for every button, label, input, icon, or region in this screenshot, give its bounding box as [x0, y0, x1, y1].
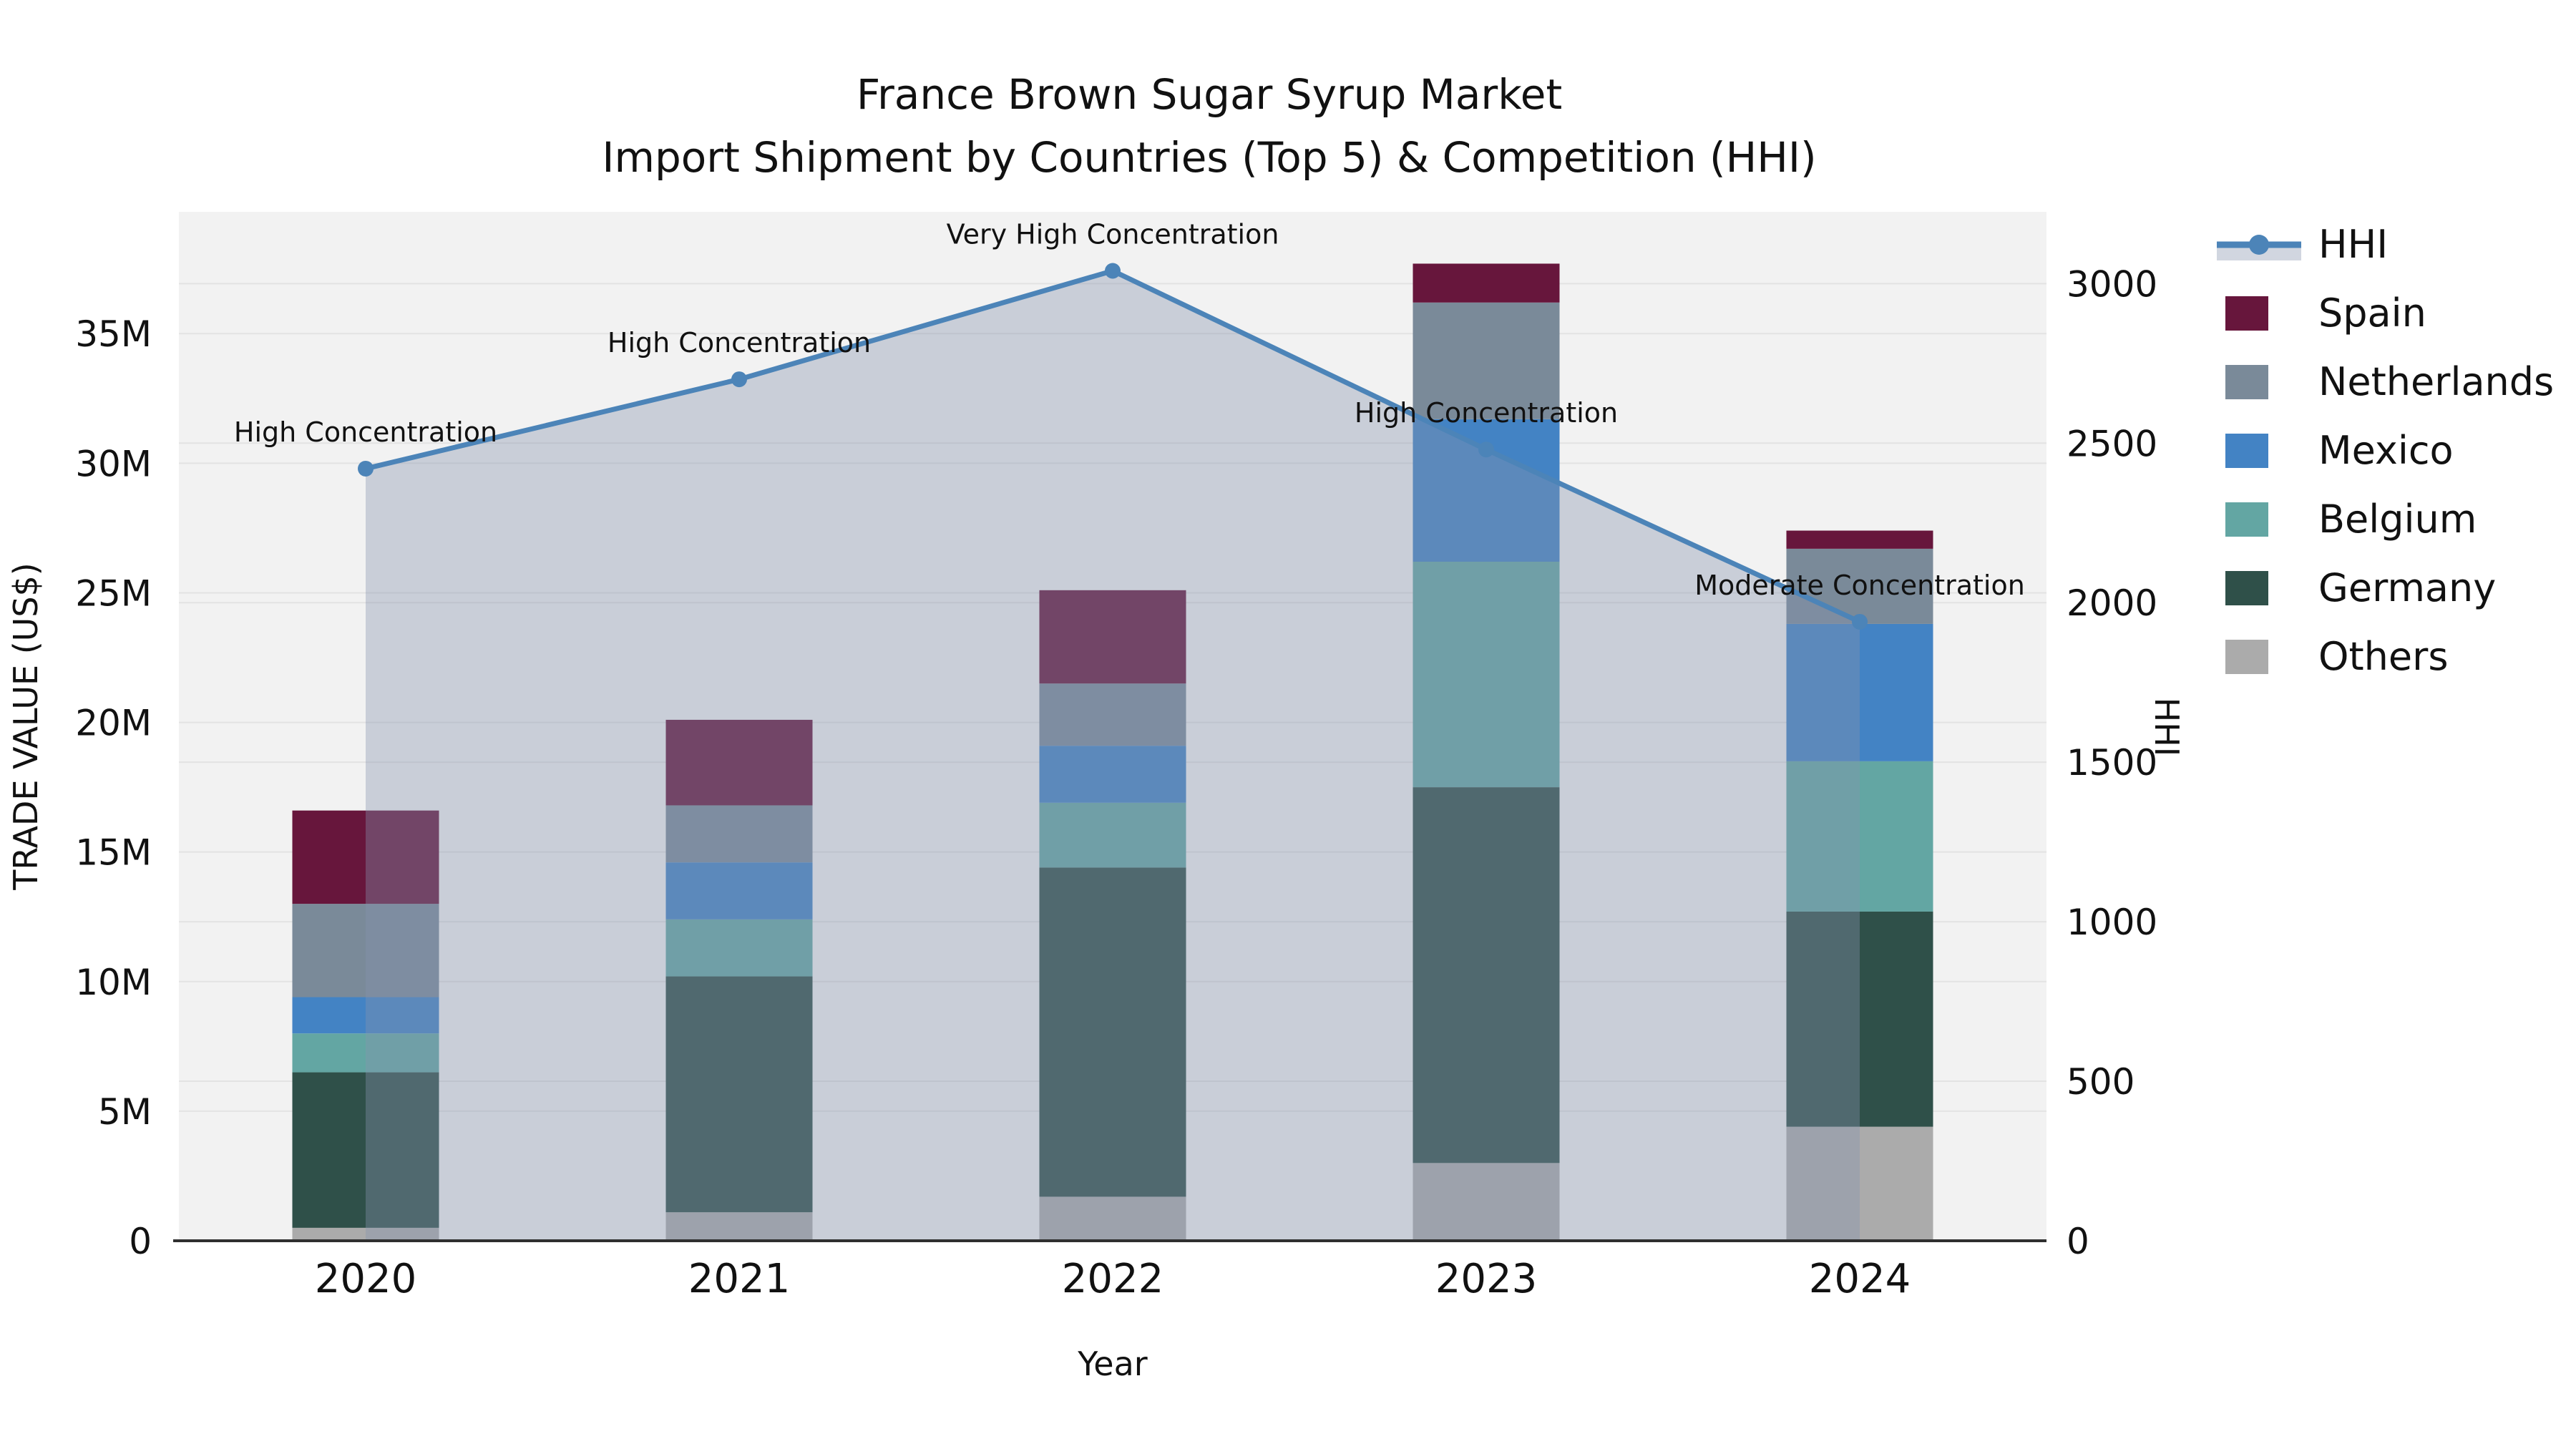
hhi-line: [358, 263, 1868, 630]
bar-segment-belgium-2021: [665, 919, 813, 977]
right-tick-500: 500: [2067, 1061, 2135, 1103]
left-tick-15M: 15M: [75, 832, 152, 874]
left-tick-35M: 35M: [75, 313, 152, 355]
bar-segment-spain-2022: [1039, 590, 1186, 684]
annotation-2021: High Concentration: [608, 327, 871, 358]
legend-swatch-spain: [2225, 296, 2268, 331]
legend: HHI Spain Netherlands Mexico Belgium Germany O…: [2217, 222, 2554, 679]
right-tick-2500: 2500: [2067, 423, 2157, 464]
hhi-marker-2021: [731, 371, 747, 388]
annotation-2020: High Concentration: [234, 416, 497, 448]
legend-item-netherlands: Netherlands: [2225, 359, 2554, 404]
x-tick-2021: 2021: [688, 1256, 791, 1302]
chart-subtitle: Import Shipment by Countries (Top 5) & C…: [602, 133, 1816, 182]
stacked-bars: [292, 263, 1933, 1241]
hhi-marker-2023: [1478, 441, 1494, 458]
legend-item-hhi: HHI: [2217, 222, 2388, 267]
right-tick-0: 0: [2067, 1221, 2089, 1262]
legend-label-belgium: Belgium: [2318, 497, 2477, 542]
annotation-2023: High Concentration: [1355, 397, 1618, 429]
left-y-axis-title: TRADE VALUE (US$): [6, 562, 45, 890]
right-tick-1000: 1000: [2067, 902, 2157, 943]
axis-tick-labels: 0 5M 10M 15M 20M 25M 30M 35M 0 500 1000 1500 2000 250…: [75, 263, 2157, 1302]
right-y-axis-title: HHI: [2147, 698, 2186, 757]
left-tick-25M: 25M: [75, 572, 152, 614]
legend-swatch-mexico: [2225, 434, 2268, 468]
hhi-area-fill: [366, 270, 1860, 1241]
x-tick-2023: 2023: [1435, 1256, 1538, 1302]
bar-segment-germany-2023: [1413, 787, 1560, 1163]
bar-segment-mexico-2021: [665, 862, 813, 919]
bar-segment-others-2024: [1786, 1126, 1933, 1241]
bar-segment-germany-2021: [665, 976, 813, 1213]
x-tick-2022: 2022: [1062, 1256, 1164, 1302]
right-tick-3000: 3000: [2067, 263, 2157, 305]
x-tick-2024: 2024: [1809, 1256, 1911, 1302]
legend-swatch-others: [2225, 640, 2268, 674]
bar-segment-netherlands-2022: [1039, 683, 1186, 746]
legend-label-mexico: Mexico: [2318, 428, 2454, 473]
x-axis-title: Year: [1077, 1345, 1147, 1383]
legend-item-belgium: Belgium: [2225, 497, 2477, 542]
hhi-marker-2022: [1105, 263, 1121, 279]
bar-segment-belgium-2024: [1786, 761, 1933, 912]
bar-segment-netherlands-2020: [292, 904, 439, 997]
right-tick-2000: 2000: [2067, 582, 2157, 624]
bar-segment-spain-2024: [1786, 530, 1933, 549]
bar-segment-germany-2022: [1039, 867, 1186, 1197]
legend-item-spain: Spain: [2225, 291, 2426, 336]
legend-label-germany: Germany: [2318, 565, 2496, 610]
bar-segment-others-2022: [1039, 1196, 1186, 1241]
bar-segment-germany-2020: [292, 1072, 439, 1228]
bar-segment-spain-2020: [292, 810, 439, 904]
left-tick-20M: 20M: [75, 703, 152, 744]
bar-segment-others-2023: [1413, 1163, 1560, 1241]
bar-segment-netherlands-2024: [1786, 548, 1933, 624]
bar-segment-belgium-2020: [292, 1033, 439, 1073]
legend-swatch-belgium: [2225, 502, 2268, 537]
hhi-annotations: High Concentration High Concentration Very…: [234, 218, 2025, 600]
legend-label-spain: Spain: [2318, 291, 2426, 336]
bar-segment-spain-2021: [665, 719, 813, 806]
legend-item-germany: Germany: [2225, 565, 2496, 610]
bar-segment-germany-2024: [1786, 911, 1933, 1127]
legend-item-mexico: Mexico: [2225, 428, 2454, 473]
legend-swatch-germany: [2225, 571, 2268, 605]
legend-label-others: Others: [2318, 634, 2448, 679]
left-tick-30M: 30M: [75, 443, 152, 484]
bar-segment-belgium-2023: [1413, 561, 1560, 788]
hhi-area-polygon: [366, 270, 1860, 1241]
bar-segment-others-2020: [292, 1227, 439, 1241]
hhi-marker-2024: [1852, 613, 1868, 630]
annotation-2022: Very High Concentration: [947, 218, 1279, 250]
left-tick-10M: 10M: [75, 962, 152, 1003]
annotation-2024: Moderate Concentration: [1694, 570, 2025, 601]
bar-segment-netherlands-2023: [1413, 302, 1560, 419]
bar-segment-mexico-2022: [1039, 746, 1186, 803]
chart-title: France Brown Sugar Syrup Market: [857, 70, 1562, 119]
legend-label-netherlands: Netherlands: [2318, 359, 2554, 404]
legend-label-hhi: HHI: [2318, 222, 2388, 267]
bar-segment-mexico-2024: [1786, 623, 1933, 761]
legend-swatch-netherlands: [2225, 365, 2268, 399]
legend-item-others: Others: [2225, 634, 2448, 679]
left-tick-5M: 5M: [98, 1091, 152, 1133]
bar-segment-mexico-2020: [292, 997, 439, 1034]
left-tick-0: 0: [129, 1221, 152, 1262]
right-tick-1500: 1500: [2067, 742, 2157, 784]
bar-segment-belgium-2022: [1039, 802, 1186, 868]
bar-segment-netherlands-2021: [665, 805, 813, 863]
hhi-marker-2020: [358, 460, 374, 477]
x-tick-2020: 2020: [315, 1256, 417, 1302]
legend-hhi-marker: [2249, 235, 2269, 255]
bar-segment-spain-2023: [1413, 263, 1560, 303]
bar-segment-others-2021: [665, 1212, 813, 1241]
